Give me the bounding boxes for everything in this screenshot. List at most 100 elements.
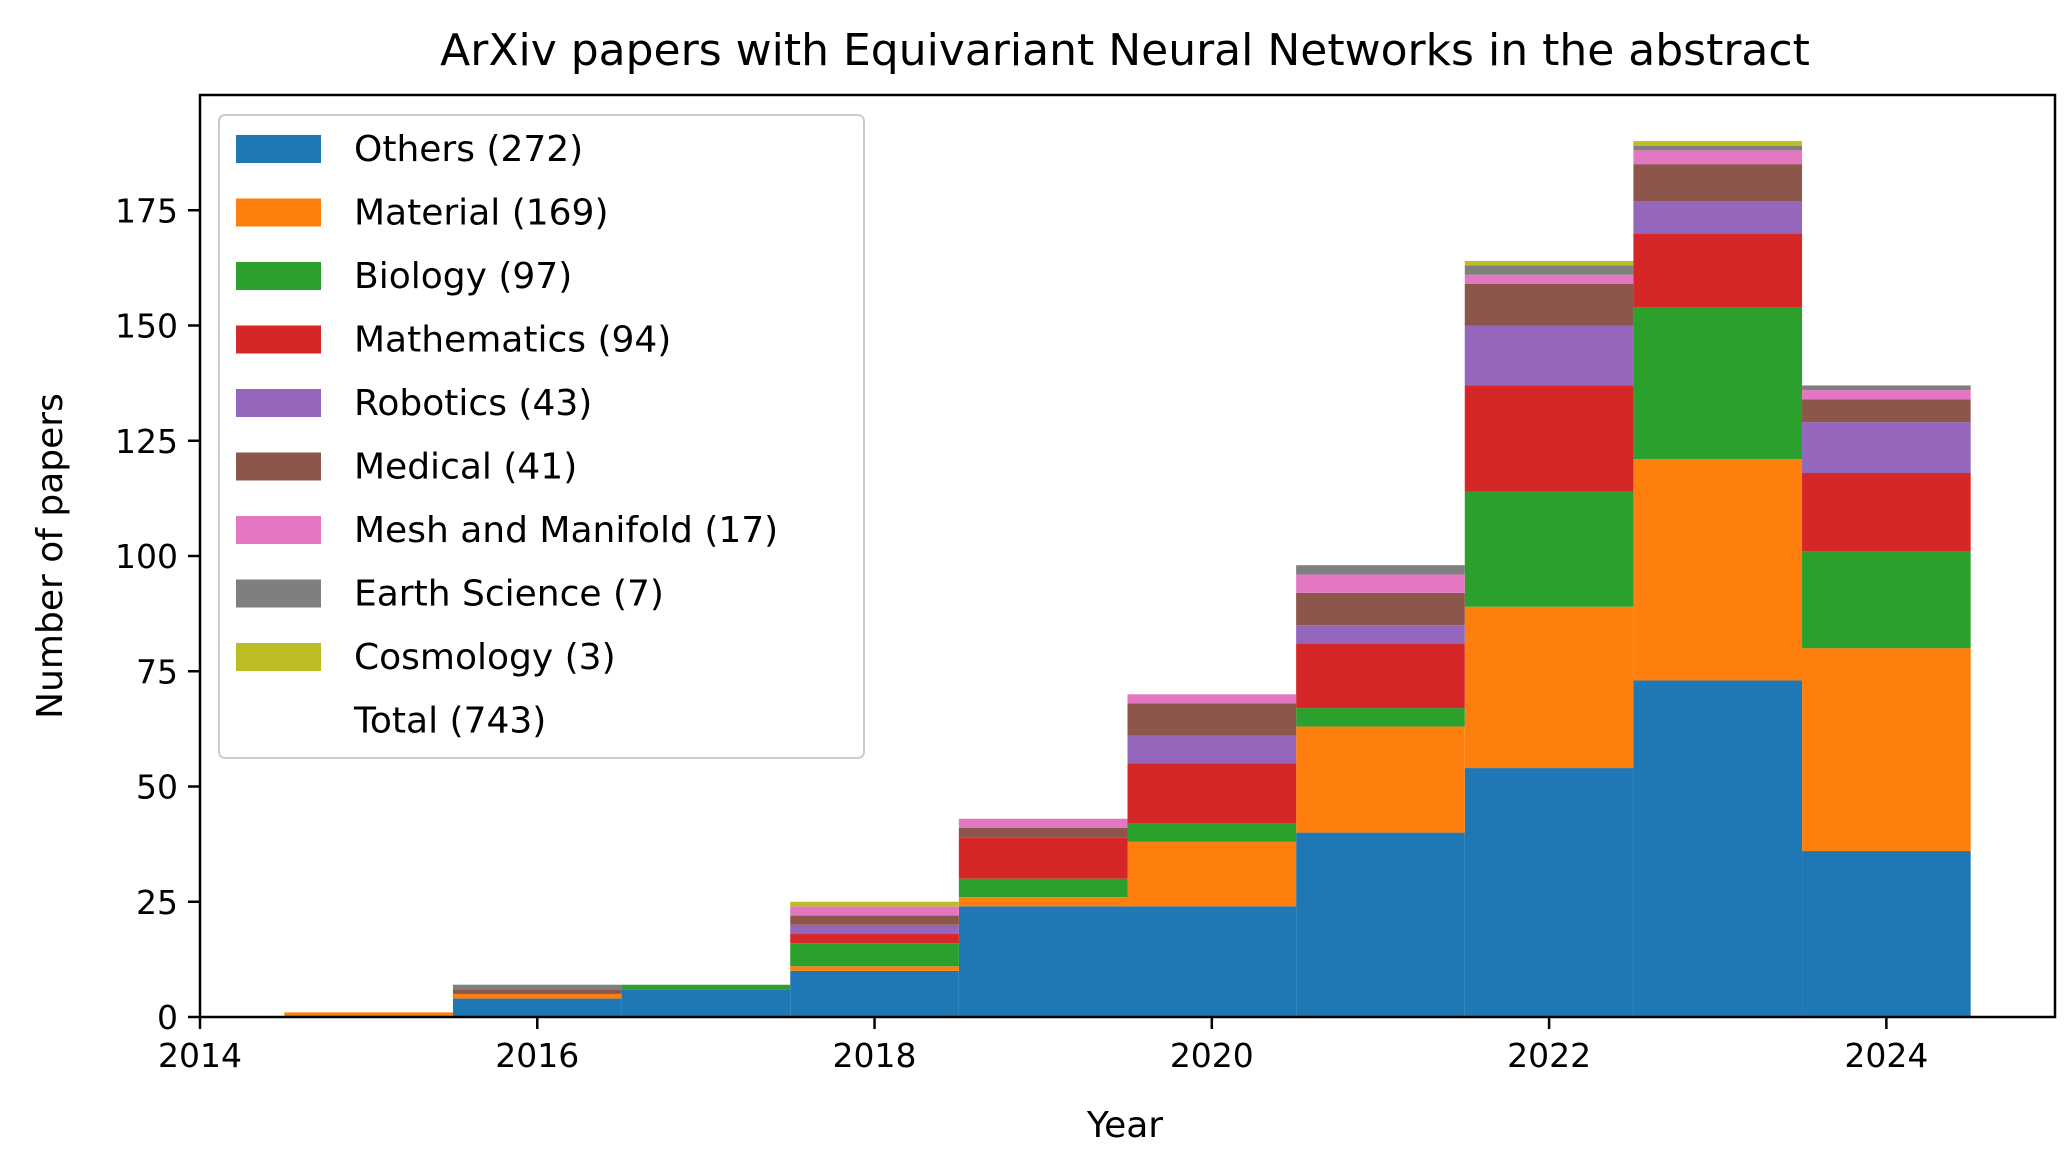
bar-segment xyxy=(958,897,1128,907)
bar-segment xyxy=(1802,473,1971,552)
legend-label: Robotics (43) xyxy=(354,383,592,424)
bar-segment xyxy=(1464,385,1634,492)
legend-swatch xyxy=(236,135,321,163)
bar-segment xyxy=(284,1012,453,1017)
bar-segment xyxy=(621,984,791,990)
x-tick-label: 2014 xyxy=(158,1036,242,1075)
legend-swatch xyxy=(236,325,321,354)
y-tick-label: 100 xyxy=(115,537,178,576)
y-tick-label: 150 xyxy=(115,307,178,346)
bar-segment xyxy=(452,984,622,990)
bar-segment xyxy=(1464,260,1634,266)
y-tick-label: 50 xyxy=(136,768,178,807)
bar-segment xyxy=(1464,265,1634,275)
legend-swatch xyxy=(236,516,321,544)
bar-segment xyxy=(1127,823,1297,842)
y-axis-label: Number of papers xyxy=(30,393,71,719)
bar-segment xyxy=(1802,648,1971,852)
bar-segment xyxy=(1802,399,1971,423)
bar-segment xyxy=(1127,763,1297,824)
legend-swatch xyxy=(236,198,321,227)
legend-swatch xyxy=(236,643,321,671)
bar-segment xyxy=(790,970,959,1017)
legend-label: Material (169) xyxy=(354,193,609,234)
x-tick-label: 2022 xyxy=(1507,1036,1591,1075)
legend-label: Medical (41) xyxy=(354,447,577,488)
bar-segment xyxy=(1633,164,1803,202)
bar-segment xyxy=(1633,150,1803,165)
bar-segment xyxy=(1633,233,1803,308)
bar-segment xyxy=(1296,708,1465,727)
legend-swatch xyxy=(236,262,321,290)
x-tick-label: 2016 xyxy=(495,1036,579,1075)
y-tick-label: 0 xyxy=(157,998,178,1037)
bar-segment xyxy=(1296,832,1465,1017)
bar-segment xyxy=(1802,851,1971,1017)
legend-swatch xyxy=(236,452,321,481)
bar-segment xyxy=(958,878,1128,898)
bar-segment xyxy=(1633,141,1803,146)
bar-segment xyxy=(1802,551,1971,649)
x-axis: 2014 2016 2018 2020 2022 2024 xyxy=(158,1017,1928,1075)
bar-segment xyxy=(958,906,1128,1017)
bar-segment xyxy=(1127,906,1297,1017)
legend: Others (272) Material (169) Biology (97) Ma… xyxy=(218,114,865,759)
y-tick-label: 25 xyxy=(136,883,178,922)
bar-segment xyxy=(1802,385,1971,391)
legend-entries: Others (272) Material (169) Biology (97) Ma… xyxy=(236,129,778,742)
bar-segment xyxy=(1633,459,1803,681)
bar-segment xyxy=(1802,422,1971,474)
y-tick-label: 175 xyxy=(115,191,178,230)
legend-label: Others (272) xyxy=(354,129,583,170)
legend-label: Mathematics (94) xyxy=(354,320,671,361)
y-tick-label: 75 xyxy=(136,652,178,691)
x-tick-label: 2024 xyxy=(1844,1036,1928,1075)
bar-segment xyxy=(452,993,622,999)
bar-segment xyxy=(1464,325,1634,386)
bar-segment xyxy=(790,943,959,967)
legend-label: Cosmology (3) xyxy=(354,637,616,678)
bar-segment xyxy=(790,966,959,971)
bar-segment xyxy=(790,906,959,916)
bar-segment xyxy=(1127,841,1297,907)
chart-title: ArXiv papers with Equivariant Neural Net… xyxy=(440,25,1810,76)
bar-segment xyxy=(958,837,1128,879)
bar-segment xyxy=(790,934,959,944)
x-tick-label: 2018 xyxy=(833,1036,917,1075)
legend-box xyxy=(218,114,865,759)
legend-label: Biology (97) xyxy=(354,256,572,297)
bar-segment xyxy=(452,998,622,1017)
bar-segment xyxy=(1127,735,1297,764)
bar-segment xyxy=(1802,390,1971,400)
legend-swatch xyxy=(236,389,321,417)
bar-segment xyxy=(1464,491,1634,607)
bar-segment xyxy=(1127,694,1297,704)
bar-segment xyxy=(452,989,622,994)
legend-label: Mesh and Manifold (17) xyxy=(354,510,778,551)
bar-segment xyxy=(1464,768,1634,1017)
bar-segment xyxy=(790,901,959,907)
bar-segment xyxy=(1296,565,1465,575)
bar-segment xyxy=(790,924,959,935)
bar-segment xyxy=(1296,592,1465,626)
bar-segment xyxy=(958,827,1128,838)
bar-segment xyxy=(1296,625,1465,644)
bar-segment xyxy=(621,989,791,1017)
bar-segment xyxy=(1296,726,1465,833)
bar-segment xyxy=(1127,703,1297,736)
legend-swatch xyxy=(236,579,321,608)
legend-label: Earth Science (7) xyxy=(354,574,664,615)
bar-segment xyxy=(1633,307,1803,460)
bar-segment xyxy=(1296,643,1465,709)
y-axis: 0 25 50 75 100 125 150 175 xyxy=(115,191,200,1037)
bar-segment xyxy=(1464,274,1634,285)
bar-segment xyxy=(1633,680,1803,1017)
x-tick-label: 2020 xyxy=(1170,1036,1254,1075)
legend-total-label: Total (743) xyxy=(353,701,546,742)
x-axis-label: Year xyxy=(1086,1105,1163,1146)
bars-layer xyxy=(284,141,1971,1017)
bar-segment xyxy=(1633,201,1803,234)
bar-segment xyxy=(1296,574,1465,593)
bar-segment xyxy=(958,818,1128,828)
bar-segment xyxy=(1464,284,1634,326)
